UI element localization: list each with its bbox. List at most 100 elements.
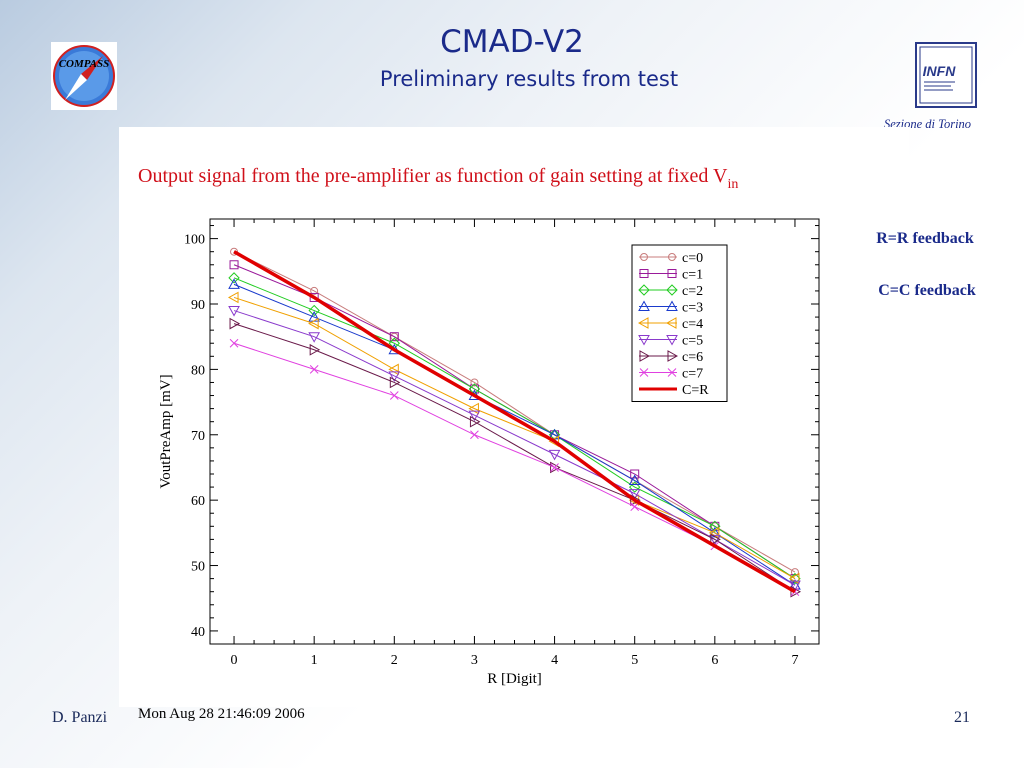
y-tick-label: 70 <box>191 429 205 444</box>
data-point <box>628 474 641 486</box>
data-point <box>789 580 801 592</box>
data-point <box>388 371 401 382</box>
slide-subtitle: Preliminary results from test <box>379 67 679 91</box>
x-tick-label: 2 <box>391 653 398 668</box>
legend-label: c=3 <box>682 301 703 316</box>
data-point <box>630 502 640 512</box>
y-tick-label: 100 <box>184 233 205 248</box>
data-point <box>228 291 239 304</box>
legend-marker <box>666 300 678 311</box>
legend-marker <box>637 317 649 329</box>
x-tick-label: 5 <box>631 653 638 668</box>
legend-marker <box>639 269 649 278</box>
data-point <box>468 410 481 422</box>
legend-marker <box>667 350 679 362</box>
series-c-6 <box>229 317 801 598</box>
data-point <box>389 332 399 342</box>
note-c-feedback: C=C feedback <box>878 282 976 299</box>
y-tick-label: 40 <box>191 625 205 640</box>
data-point <box>310 286 319 295</box>
data-point <box>228 272 240 284</box>
legend-item: c=0 <box>639 251 703 266</box>
data-point <box>630 494 641 507</box>
data-point <box>628 489 641 500</box>
legend-marker <box>668 253 676 261</box>
legend-marker <box>666 284 678 296</box>
chart-heading-text: Output signal from the pre-amplifier as … <box>138 165 728 187</box>
x-axis-label: R [Digit] <box>487 671 542 687</box>
x-tick-label: 7 <box>791 653 798 668</box>
legend-label: c=6 <box>682 350 703 365</box>
series-C-R <box>233 250 796 594</box>
chart-heading-subscript: in <box>727 177 739 192</box>
legend-marker <box>667 368 677 377</box>
data-point <box>229 260 239 270</box>
y-tick-label: 80 <box>191 363 205 378</box>
y-tick-label: 50 <box>191 560 205 575</box>
data-point <box>790 585 801 598</box>
series-line <box>233 250 796 594</box>
y-axis-label: VoutPreAmp [mV] <box>158 374 174 488</box>
data-point <box>389 376 401 389</box>
legend: c=0 c=1c=2 c=3c=4 c=5c=6 c=7C=R <box>631 244 728 402</box>
legend-marker <box>666 335 678 346</box>
data-point <box>308 304 320 317</box>
plot-frame <box>209 218 820 645</box>
data-point <box>308 317 319 330</box>
data-point <box>550 461 561 474</box>
legend-item: c=2 <box>638 284 703 299</box>
infn-logo: INFN <box>915 42 977 108</box>
data-point <box>708 534 721 546</box>
data-point <box>229 338 239 348</box>
infn-logo-text: INFN <box>923 63 957 79</box>
legend-label: c=4 <box>682 317 703 332</box>
timestamp: Mon Aug 28 21:46:09 2006 <box>138 706 305 722</box>
note-r-feedback: R=R feedback <box>876 230 974 247</box>
compass-logo: COMPASS <box>51 42 117 110</box>
data-point <box>469 415 481 428</box>
legend-marker <box>638 300 650 311</box>
legend-marker <box>639 368 649 377</box>
data-point <box>628 481 641 493</box>
y-tick-label: 90 <box>191 298 205 313</box>
legend-item: C=R <box>639 383 709 398</box>
data-point <box>548 449 561 461</box>
chart: 0 1 2 3 4 5 6 7 40 50 60 70 80 90 100 R [Digit] VoutPreA… <box>158 218 820 687</box>
data-point <box>470 378 479 387</box>
series-c-5 <box>228 306 801 592</box>
legend-label: c=0 <box>682 251 703 266</box>
data-point <box>630 469 640 479</box>
data-point <box>389 391 399 400</box>
slide-title: CMAD-V2 <box>440 24 584 60</box>
legend-label: c=5 <box>682 334 703 349</box>
data-point <box>228 278 240 289</box>
series-line <box>233 277 796 580</box>
legend-item: c=4 <box>637 317 703 332</box>
data-point <box>229 317 241 330</box>
legend-marker <box>665 317 677 329</box>
legend-marker <box>667 269 677 278</box>
x-tick-label: 6 <box>711 653 718 668</box>
data-point <box>710 533 721 546</box>
series-c-2 <box>228 272 801 585</box>
y-tick-label: 60 <box>191 494 205 509</box>
series-line <box>233 283 796 586</box>
legend-item: c=5 <box>638 334 703 349</box>
legend-item: c=3 <box>638 300 703 316</box>
legend-marker <box>640 253 648 261</box>
data-point <box>550 463 559 472</box>
series-line <box>233 296 796 580</box>
data-point <box>308 332 321 343</box>
x-tick-label: 1 <box>311 653 318 668</box>
legend-marker <box>638 335 650 346</box>
legend-label: c=2 <box>682 284 703 299</box>
series-line <box>233 310 796 586</box>
data-point <box>469 384 479 394</box>
data-point <box>309 343 321 356</box>
legend-label: C=R <box>682 383 709 398</box>
page-number: 21 <box>954 709 970 726</box>
legend-marker <box>638 284 650 296</box>
series-line <box>233 323 796 593</box>
legend-marker <box>639 350 651 362</box>
x-tick-label: 4 <box>551 653 558 668</box>
